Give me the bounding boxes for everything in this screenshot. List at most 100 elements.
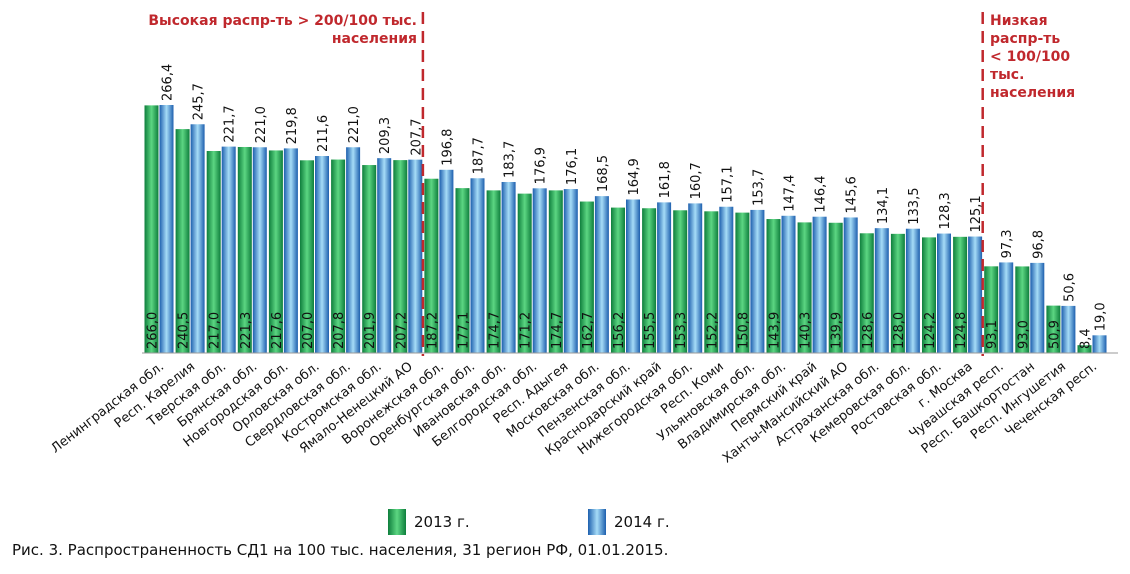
bar-2013-cat-28: [984, 266, 999, 353]
value-label-2014-cat-15: 168,5: [596, 155, 611, 192]
bar-2014-cat-15: [594, 196, 609, 353]
value-label-2014-cat-10: 196,8: [440, 129, 455, 166]
value-label-2013-cat-18: 153,3: [674, 312, 689, 349]
bar-2013-cat-16: [611, 207, 625, 353]
bar-2013-cat-10: [424, 178, 439, 353]
bar-2014-cat-5: [283, 148, 298, 353]
value-label-2013-cat-30: 50,9: [1047, 320, 1062, 349]
value-label-2013-cat-5: 217,6: [270, 312, 285, 349]
value-label-2013-cat-14: 174,7: [550, 312, 565, 349]
bar-2014-cat-11: [470, 178, 485, 353]
legend-item-2013: 2013 г.: [388, 509, 470, 535]
bar-2014-cat-30: [1061, 305, 1076, 353]
value-label-2013-cat-25: 128,0: [892, 312, 907, 349]
value-label-2014-cat-24: 134,1: [876, 187, 891, 224]
annotation-high-line-2: населения: [331, 31, 417, 47]
bar-2014-cat-31: [1092, 335, 1107, 353]
bar-2013-cat-5: [268, 150, 283, 353]
value-label-2014-cat-4: 221,0: [254, 106, 269, 143]
value-label-2014-cat-2: 245,7: [192, 83, 207, 120]
bar-2013-cat-9: [393, 160, 408, 353]
value-label-2013-cat-7: 207,8: [332, 312, 347, 349]
bar-2013-cat-3: [206, 150, 221, 353]
value-label-2014-cat-22: 146,4: [814, 175, 829, 212]
value-label-2014-cat-30: 50,6: [1062, 273, 1077, 302]
bar-2014-cat-4: [252, 147, 267, 353]
bar-2013-cat-20: [735, 212, 750, 353]
bar-2013-cat-31: [1077, 345, 1092, 353]
value-label-2013-cat-9: 207,2: [394, 312, 409, 349]
value-label-2013-cat-28: 93,1: [985, 320, 1000, 349]
bar-2014-cat-16: [626, 199, 640, 353]
annotation-low-line-4: тыс.: [990, 67, 1025, 83]
bar-2014-cat-28: [999, 262, 1014, 353]
bar-2013-cat-1: [144, 105, 159, 353]
bar-2013-cat-2: [175, 129, 190, 353]
bar-2013-cat-17: [642, 208, 657, 353]
bar-2014-cat-23: [843, 217, 858, 353]
value-label-2014-cat-6: 211,6: [316, 115, 331, 152]
bar-2014-cat-27: [968, 236, 983, 353]
annotation-high-prevalence: Высокая распр-ть > 200/100 тыс. населени…: [147, 12, 417, 48]
bar-2014-cat-29: [1030, 262, 1045, 353]
bar-2013-cat-25: [890, 233, 905, 353]
value-label-2013-cat-23: 139,9: [830, 312, 845, 349]
bar-2014-cat-2: [190, 124, 205, 354]
threshold-dividers: [421, 12, 984, 356]
value-label-2014-cat-25: 133,5: [907, 188, 922, 225]
bar-2014-cat-8: [377, 158, 392, 353]
legend-label-2013: 2013 г.: [414, 513, 470, 531]
bar-2014-cat-6: [315, 156, 329, 353]
annotation-high-line-1: Высокая распр-ть > 200/100 тыс.: [148, 13, 417, 29]
value-label-2014-cat-7: 221,0: [347, 106, 362, 143]
value-label-2013-cat-8: 201,9: [363, 312, 378, 349]
bar-2014-cat-22: [812, 216, 827, 353]
annotation-low-line-5: населения: [990, 85, 1076, 101]
value-label-2013-cat-24: 128,6: [861, 312, 876, 349]
annotation-low-line-3: < 100/100: [990, 49, 1071, 65]
bar-2014-cat-19: [719, 206, 734, 353]
bars-group: [144, 105, 1107, 354]
value-label-2013-cat-10: 187,2: [425, 312, 440, 349]
bar-2013-cat-21: [766, 219, 781, 353]
bar-2014-cat-20: [750, 209, 765, 353]
value-label-2013-cat-20: 150,8: [736, 312, 751, 349]
legend-item-2014: 2014 г.: [588, 509, 670, 535]
bar-2013-cat-8: [362, 165, 377, 353]
bar-2014-cat-3: [221, 146, 236, 353]
bar-2014-cat-12: [501, 181, 516, 353]
value-label-2013-cat-31: 8,4: [1079, 328, 1094, 349]
bar-2013-cat-26: [922, 237, 936, 353]
bar-2013-cat-22: [797, 222, 812, 353]
bar-2013-cat-4: [237, 146, 252, 353]
value-label-2013-cat-21: 143,9: [768, 312, 783, 349]
bar-2014-cat-17: [657, 202, 672, 353]
value-label-2013-cat-19: 152,2: [705, 312, 720, 349]
value-label-2013-cat-1: 266,0: [146, 312, 161, 349]
value-label-2014-cat-12: 183,7: [503, 141, 518, 178]
value-label-2014-cat-14: 176,1: [565, 148, 580, 185]
bar-2013-cat-24: [859, 233, 874, 353]
value-label-2013-cat-27: 124,8: [954, 312, 969, 349]
value-label-2014-cat-21: 147,4: [783, 175, 798, 212]
bar-2014-cat-18: [688, 203, 703, 353]
value-label-2014-cat-23: 145,6: [845, 176, 860, 213]
value-label-2013-cat-22: 140,3: [799, 312, 814, 349]
value-label-2013-cat-6: 207,0: [301, 312, 316, 349]
value-label-2014-cat-3: 221,7: [223, 105, 238, 142]
value-label-2014-cat-28: 97,3: [1000, 229, 1015, 258]
value-label-2013-cat-15: 162,7: [581, 312, 596, 349]
bar-2014-cat-14: [563, 189, 578, 353]
value-label-2014-cat-17: 161,8: [658, 161, 673, 198]
value-label-2013-cat-12: 174,7: [488, 312, 503, 349]
bar-2013-cat-29: [1015, 266, 1030, 353]
value-labels-group: 266,0 266,4 240,5 245,7 217,0 221,7 221,3 221,0…: [146, 64, 1109, 349]
legend-swatch-2014: [588, 509, 606, 535]
legend-swatch-2013: [388, 509, 406, 535]
value-label-2014-cat-26: 128,3: [938, 192, 953, 229]
bar-2014-cat-24: [874, 228, 889, 353]
value-label-2014-cat-5: 219,8: [285, 107, 300, 144]
bar-2014-cat-26: [937, 233, 951, 353]
bar-2014-cat-13: [532, 188, 547, 353]
bar-2013-cat-23: [828, 222, 843, 353]
